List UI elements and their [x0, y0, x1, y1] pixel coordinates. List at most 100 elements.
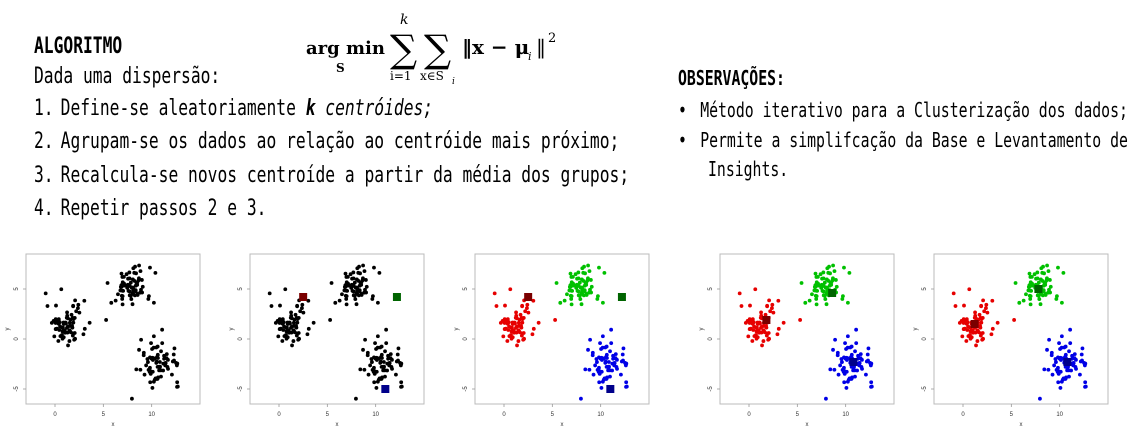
data-point: [841, 294, 845, 298]
data-point: [611, 353, 615, 358]
data-point: [596, 294, 600, 298]
data-point: [962, 327, 966, 331]
data-point: [372, 265, 376, 270]
data-point: [344, 275, 349, 279]
y-tick-label: -5: [922, 386, 928, 392]
data-point: [276, 334, 281, 339]
data-point: [848, 345, 853, 350]
data-point: [374, 355, 379, 360]
data-point: [290, 343, 294, 348]
data-point: [381, 360, 386, 364]
data-point: [577, 293, 582, 298]
data-point: [767, 336, 771, 341]
data-point: [1056, 380, 1061, 385]
observations-title: OBSERVAÇÕES:: [678, 66, 785, 90]
data-point: [351, 289, 356, 294]
data-point: [854, 341, 859, 346]
plot-frame: [719, 253, 895, 405]
data-point: [1037, 297, 1042, 302]
data-point: [525, 302, 530, 307]
data-point: [1054, 360, 1058, 364]
data-point: [349, 285, 354, 290]
data-point: [156, 356, 160, 360]
x-tick-label: 5: [102, 412, 106, 418]
data-point: [1057, 341, 1061, 346]
data-point: [586, 263, 590, 268]
data-point: [503, 303, 507, 308]
data-point: [964, 318, 969, 323]
data-point: [608, 349, 612, 354]
data-point: [1038, 396, 1042, 401]
data-point: [977, 312, 982, 317]
data-point: [378, 345, 383, 350]
data-point: [294, 324, 298, 328]
data-point: [1047, 278, 1052, 282]
data-point: [865, 352, 870, 357]
data-point: [864, 372, 868, 377]
data-point: [300, 306, 304, 311]
y-tick-label: 0: [463, 337, 469, 341]
plot-frame: [249, 253, 425, 405]
data-point: [113, 298, 118, 303]
data-point: [128, 280, 133, 285]
data-point: [128, 293, 133, 298]
step-k-symbol: k: [305, 96, 316, 121]
data-point: [76, 306, 80, 311]
centroid-marker: [392, 293, 401, 301]
data-point: [1058, 369, 1063, 374]
data-point: [951, 291, 956, 296]
plot-frame: [25, 253, 201, 405]
centroid-marker: [849, 358, 858, 366]
data-point: [154, 345, 159, 350]
data-point: [147, 369, 152, 374]
data-point: [624, 361, 629, 366]
data-point: [838, 363, 843, 368]
y-tick-label: 5: [922, 287, 928, 291]
data-point: [586, 276, 590, 281]
data-point: [269, 304, 274, 308]
data-point: [603, 361, 608, 365]
data-point: [985, 310, 990, 315]
data-point: [67, 339, 72, 343]
data-point: [267, 291, 272, 296]
data-point: [605, 356, 609, 360]
data-point: [619, 359, 624, 364]
data-point: [306, 298, 311, 303]
x-tick-label: 10: [842, 412, 849, 418]
data-point: [1083, 380, 1088, 385]
data-point: [970, 328, 975, 333]
data-point: [823, 297, 828, 302]
data-point: [380, 356, 384, 360]
step-text: Recalcula-se novos centroíde a partir da…: [60, 163, 630, 188]
data-point: [372, 380, 377, 385]
data-point: [553, 318, 558, 322]
data-point: [763, 312, 768, 317]
data-point: [384, 327, 389, 332]
data-point: [494, 304, 499, 308]
data-point: [1046, 269, 1051, 274]
data-point: [1012, 318, 1017, 322]
centroid-marker: [762, 316, 771, 324]
data-point: [748, 327, 752, 331]
data-point: [746, 334, 751, 339]
data-point: [298, 309, 303, 314]
data-point: [340, 292, 344, 297]
data-point: [172, 346, 177, 351]
data-point: [1027, 271, 1032, 276]
data-point: [125, 282, 130, 287]
data-point: [609, 341, 614, 346]
data-point: [344, 302, 349, 307]
data-point: [606, 364, 610, 369]
data-point: [824, 396, 828, 401]
data-point: [515, 316, 519, 321]
data-point: [519, 316, 524, 320]
data-point: [1067, 374, 1071, 379]
x-axis-label: x: [806, 422, 809, 428]
y-axis-label: y: [454, 328, 460, 331]
data-point: [834, 284, 839, 289]
y-axis-label: y: [913, 328, 919, 331]
data-point: [60, 336, 65, 341]
data-point: [810, 292, 814, 297]
